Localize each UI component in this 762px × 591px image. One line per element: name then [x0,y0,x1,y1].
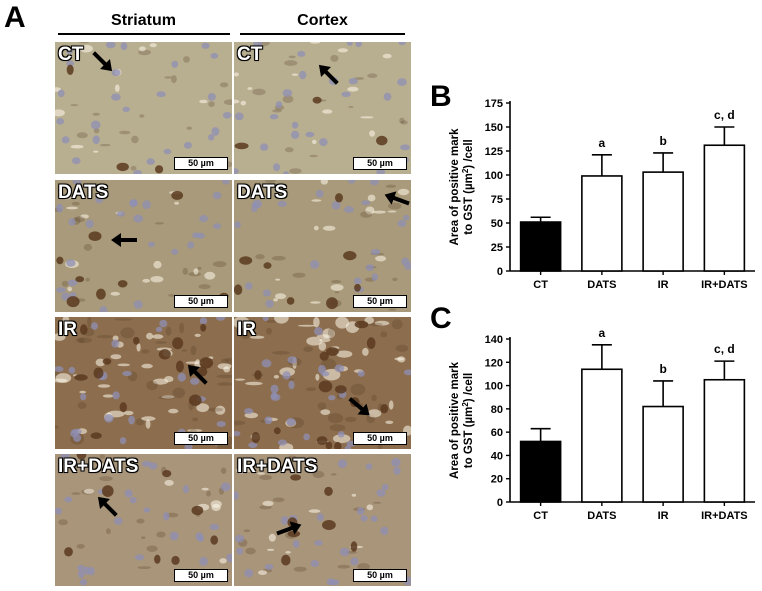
scale-bar: 50 µm [174,432,228,445]
chart-b: B Area of positive mark to GST (µm2) /cell… [430,80,755,290]
pointer-arrow-icon [187,364,208,385]
y-tick-label: 150 [485,122,503,134]
x-tick-label: IR [658,510,669,522]
significance-label: b [659,134,666,148]
pointer-arrow-icon [92,51,113,72]
micrograph-label: IR [58,319,77,340]
scale-bar: 50 µm [353,157,407,170]
micrograph-ct-cortex: CT 50 µm [234,42,411,174]
panel-letter: B [430,80,452,113]
significance-label: a [599,136,606,150]
scale-bar: 50 µm [174,157,228,170]
column-header-cortex: Cortex [297,12,348,29]
micrograph-label: DATS [237,182,288,203]
y-tick-label: 0 [497,266,503,278]
bar [703,144,746,272]
pointer-arrow-icon [111,233,137,247]
micrograph-label: IR+DATS [237,456,318,477]
pointer-arrow-icon [97,496,118,517]
column-rule-cortex [240,33,405,35]
bar [581,175,623,272]
scale-bar: 50 µm [353,569,407,582]
bar [642,405,684,503]
y-tick-label: 100 [485,381,503,393]
y-axis-label: Area of positive mark [449,128,461,246]
micrograph-dats-cortex: DATS 50 µm [234,180,411,312]
y-tick-label: 60 [491,427,503,439]
significance-label: c, d [714,108,735,122]
pointer-arrow-icon [276,521,302,536]
micrograph-ir-dats-cortex: IR+DATS 50 µm [234,454,411,586]
x-tick-label: DATS [587,510,616,522]
column-header-striatum: Striatum [111,12,176,29]
scale-bar: 50 µm [353,295,407,308]
bar [703,378,746,503]
y-axis-label: to GST (µm2) /cell [461,373,476,468]
micrograph-label: IR+DATS [58,456,139,477]
pointer-arrow-icon [348,397,370,416]
panel-a-letter: A [4,1,26,34]
y-tick-label: 20 [491,474,503,486]
micrograph-dats-striatum: DATS 50 µm [55,180,232,312]
y-axis-label: Area of positive mark [449,361,461,479]
significance-label: b [659,362,666,376]
micrograph-label: CT [58,44,84,65]
bar [519,440,562,503]
chart-c: C Area of positive mark to GST (µm2) /cell… [430,302,755,522]
x-tick-label: DATS [587,279,616,290]
micrograph-ir-dats-striatum: IR+DATS 50 µm [55,454,232,586]
x-tick-label: CT [533,279,548,290]
y-tick-label: 25 [491,242,503,254]
micrograph-ir-striatum: IR 50 µm [55,317,232,449]
x-tick-label: CT [533,510,548,522]
bar [581,368,623,503]
pointer-arrow-icon [318,64,339,85]
y-axis-label: to GST (µm2) /cell [461,139,476,234]
y-tick-label: 100 [485,170,503,182]
significance-label: a [599,326,606,340]
y-tick-label: 40 [491,450,503,462]
micrograph-label: DATS [58,182,109,203]
column-rule-striatum [58,33,230,35]
x-tick-label: IR [658,279,669,290]
y-tick-label: 175 [485,98,503,110]
y-tick-label: 140 [485,334,503,346]
x-tick-label: IR+DATS [701,510,748,522]
micrograph-label: IR [237,319,256,340]
y-tick-label: 50 [491,218,503,230]
significance-label: c, d [714,342,735,356]
y-tick-label: 75 [491,194,503,206]
panel-letter: C [430,302,452,335]
bar [642,171,684,272]
bar [519,221,562,272]
x-tick-label: IR+DATS [701,279,748,290]
scale-bar: 50 µm [174,569,228,582]
scale-bar: 50 µm [174,295,228,308]
y-tick-label: 80 [491,404,503,416]
pointer-arrow-icon [384,191,410,206]
y-tick-label: 120 [485,357,503,369]
y-tick-label: 0 [497,497,503,509]
micrograph-ir-cortex: IR 50 µm [234,317,411,449]
micrograph-label: CT [237,44,263,65]
micrograph-ct-striatum: CT 50 µm [55,42,232,174]
y-tick-label: 125 [485,146,503,158]
scale-bar: 50 µm [353,432,407,445]
